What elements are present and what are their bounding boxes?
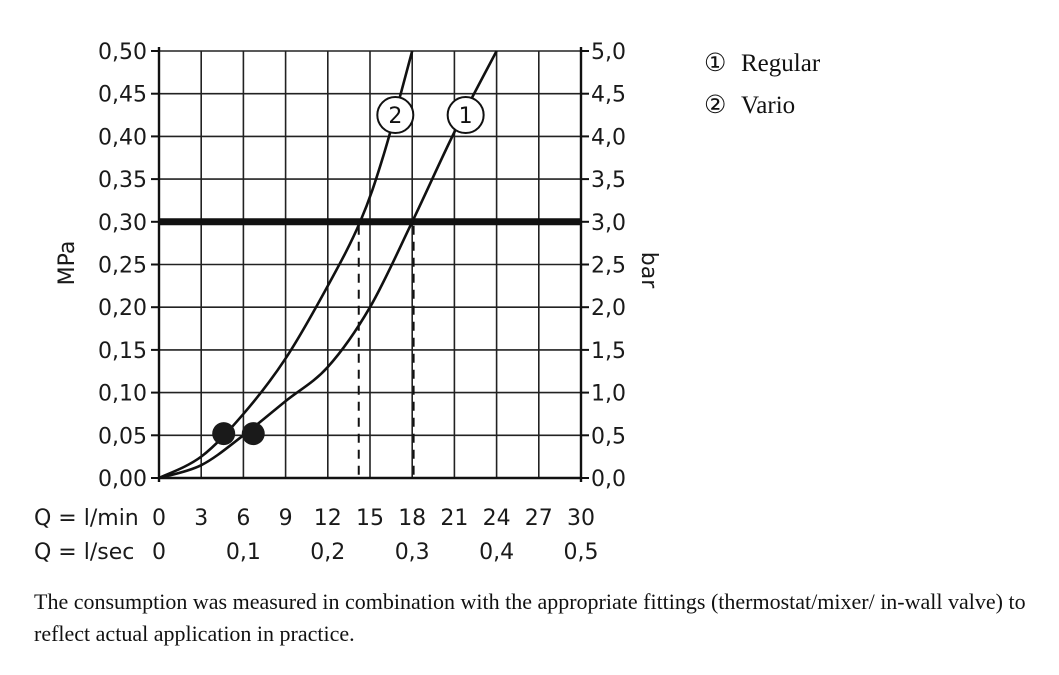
series-1-group: 1 [158,50,498,480]
x-tick-label-lmin: 3 [194,506,208,531]
legend-label: Regular [741,50,821,77]
series-2-group: 2 [158,50,415,480]
x-axis-lmin-title: Q = l/min [34,506,139,531]
y-right-tick-label: 2,0 [591,296,626,321]
x-tick-label-lmin: 24 [483,506,511,531]
y-right-tick-label: 2,5 [591,254,626,279]
x-tick-label-lmin: 6 [236,506,250,531]
chart-legend: ① Regular ② Vario [704,50,821,119]
y-right-tick-label: 1,0 [591,382,626,407]
x-tick-label-lsec: 0,4 [479,540,514,565]
y-left-tick-label: 0,40 [98,125,147,150]
x-tick-label-lsec: 0,1 [226,540,261,565]
x-axis-lsec-title: Q = l/sec [34,540,134,565]
series-2-curve [158,50,414,480]
x-tick-label-lmin: 9 [279,506,293,531]
y-right-tick-label: 4,5 [591,83,626,108]
x-tick-label-lmin: 15 [356,506,384,531]
y-right-tick-label: 1,5 [591,339,626,364]
x-tick-label-lmin: 12 [314,506,342,531]
y-left-tick-label: 0,10 [98,382,147,407]
x-tick-label-lsec: 0,5 [564,540,599,565]
y-right-tick-label: 5,0 [591,40,626,65]
y-right-tick-label: 0,5 [591,424,626,449]
x-tick-label-lmin: 27 [525,506,553,531]
series-1-marker-circle [446,96,485,135]
series-1-curve [158,50,498,480]
y-left-tick-label: 0,45 [98,83,147,108]
y-left-tick-label: 0,05 [98,424,147,449]
chart-tick-labels: 0,00 0,00,05 0,50,10 1,00,15 1,50,20 2,00,25 2… [98,40,626,565]
x-tick-label-lmin: 21 [440,506,468,531]
series-1-start-point [241,422,265,446]
flow-rate-chart: 0,00 0,00,05 0,50,10 1,00,15 1,50,20 2,00,25 2… [34,40,821,565]
series-2-marker-circle [376,96,415,135]
y-left-tick-label: 0,00 [98,467,147,492]
y-left-tick-label: 0,50 [98,40,147,65]
y-right-tick-label: 0,0 [591,467,626,492]
series-2-start-point [212,422,236,446]
y-right-tick-label: 4,0 [591,125,626,150]
legend-marker: ② [704,92,726,119]
x-tick-label-lmin: 18 [398,506,426,531]
y-axis-right-title: bar [636,252,661,289]
x-tick-label-lsec: 0,3 [395,540,430,565]
chart-caption: The consumption was measured in combinat… [34,589,1026,646]
x-tick-label-lmin: 0 [152,506,166,531]
y-right-tick-label: 3,5 [591,168,626,193]
x-tick-label-lsec: 0 [152,540,166,565]
y-left-tick-label: 0,35 [98,168,147,193]
y-right-tick-label: 3,0 [591,211,626,236]
series-2-marker-label: 2 [388,104,402,129]
chart-axes [151,47,589,482]
y-left-tick-label: 0,20 [98,296,147,321]
series-1-marker-label: 1 [459,104,473,129]
y-left-tick-label: 0,30 [98,211,147,236]
chart-series: 12 [158,50,498,480]
y-axis-left-title: MPa [55,241,80,286]
legend-label: Vario [741,92,795,119]
x-tick-label-lmin: 30 [567,506,595,531]
chart-grid [158,50,582,479]
x-tick-label-lsec: 0,2 [310,540,345,565]
legend-marker: ① [704,50,726,77]
y-left-tick-label: 0,15 [98,339,147,364]
y-left-tick-label: 0,25 [98,254,147,279]
